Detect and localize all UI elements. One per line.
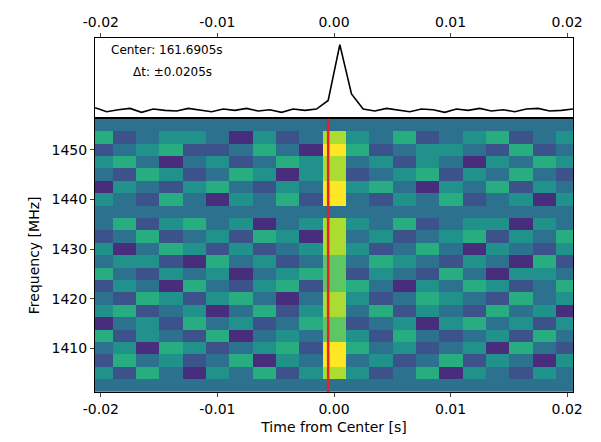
svg-text:1430: 1430 (52, 241, 88, 257)
svg-text:0.01: 0.01 (435, 14, 466, 30)
svg-text:1410: 1410 (52, 340, 88, 356)
svg-text:0.00: 0.00 (318, 14, 349, 30)
svg-text:-0.02: -0.02 (83, 401, 119, 417)
svg-text:0.00: 0.00 (318, 401, 349, 417)
svg-text:Time from Center [s]: Time from Center [s] (260, 419, 407, 435)
svg-text:-0.01: -0.01 (199, 14, 235, 30)
svg-text:1440: 1440 (52, 191, 88, 207)
svg-text:0.02: 0.02 (552, 14, 583, 30)
svg-text:1450: 1450 (52, 142, 88, 158)
svg-text:-0.01: -0.01 (199, 401, 235, 417)
svg-text:0.02: 0.02 (552, 401, 583, 417)
svg-text:-0.02: -0.02 (83, 14, 119, 30)
svg-text:Frequency [MHz]: Frequency [MHz] (26, 197, 42, 315)
svg-text:Center: 161.6905s: Center: 161.6905s (111, 43, 223, 57)
svg-text:0.01: 0.01 (435, 401, 466, 417)
svg-text:1420: 1420 (52, 291, 88, 307)
svg-text:Δt: ±0.0205s: Δt: ±0.0205s (133, 65, 212, 79)
